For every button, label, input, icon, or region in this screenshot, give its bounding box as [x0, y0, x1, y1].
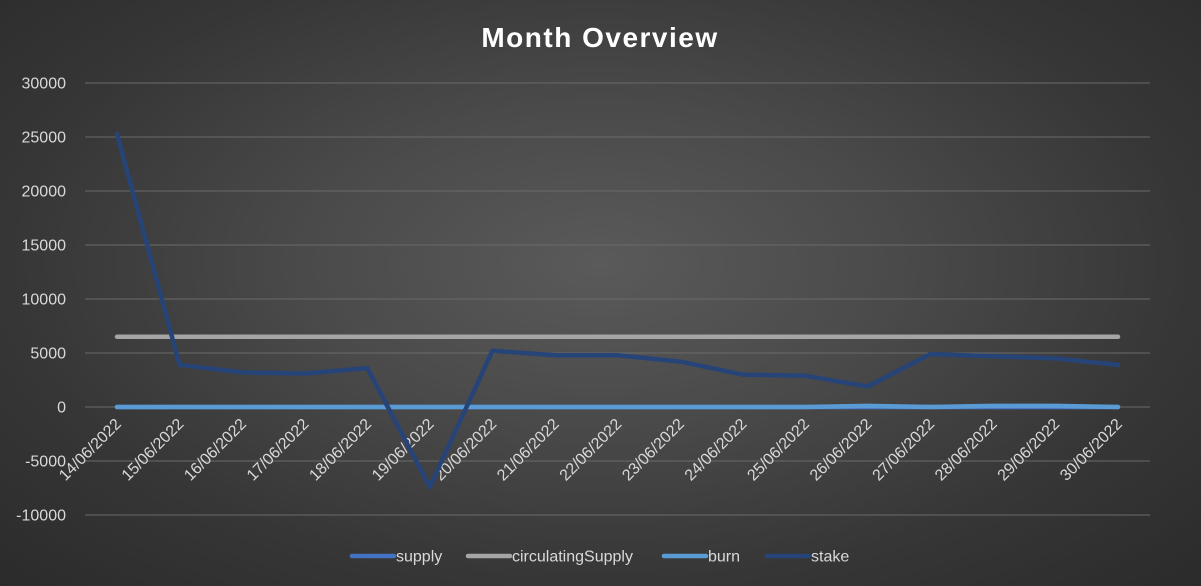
y-tick-label: 30000: [22, 76, 67, 93]
x-tick-label: 26/06/2022: [807, 416, 876, 485]
y-tick-label: 5000: [30, 346, 66, 363]
y-tick-label: 25000: [22, 130, 67, 147]
x-tick-label: 23/06/2022: [619, 416, 688, 485]
y-axis-ticks: -10000 -5000 0 5000 10000 15000 20000 25000 3000…: [16, 76, 66, 525]
y-tick-label: 20000: [22, 184, 67, 201]
x-tick-label: 22/06/2022: [557, 416, 626, 485]
y-tick-label: 10000: [22, 292, 67, 309]
x-tick-label: 21/06/2022: [494, 416, 563, 485]
x-tick-label: 29/06/2022: [995, 416, 1064, 485]
x-tick-label: 15/06/2022: [119, 416, 188, 485]
series-lines: [114, 131, 1121, 490]
legend-label: stake: [811, 549, 849, 566]
legend-label: burn: [708, 549, 740, 566]
x-tick-label: 16/06/2022: [181, 416, 250, 485]
x-tick-label: 20/06/2022: [432, 416, 501, 485]
y-tick-label: 15000: [22, 238, 67, 255]
gridlines: [85, 82, 1150, 516]
x-axis-ticks: 14/06/202215/06/202216/06/202217/06/2022…: [56, 416, 1126, 485]
x-tick-label: 28/06/2022: [932, 416, 1001, 485]
x-tick-label: 30/06/2022: [1057, 416, 1126, 485]
y-tick-label: 0: [57, 400, 66, 417]
x-tick-label: 27/06/2022: [869, 416, 938, 485]
series-line-burn: [114, 403, 1121, 410]
series-line-stake: [114, 131, 1121, 490]
legend-label: circulatingSupply: [512, 549, 633, 566]
x-tick-label: 14/06/2022: [56, 416, 125, 485]
y-tick-label: -10000: [16, 508, 66, 525]
x-tick-label: 18/06/2022: [306, 416, 375, 485]
x-tick-label: 25/06/2022: [744, 416, 813, 485]
x-tick-label: 24/06/2022: [682, 416, 751, 485]
x-tick-label: 19/06/2022: [369, 416, 438, 485]
y-tick-label: -5000: [25, 454, 66, 471]
legend-label: supply: [396, 549, 442, 566]
legend: supply circulatingSupply burn stake: [349, 549, 849, 566]
x-tick-label: 17/06/2022: [244, 416, 313, 485]
chart-title: Month Overview: [481, 22, 718, 53]
